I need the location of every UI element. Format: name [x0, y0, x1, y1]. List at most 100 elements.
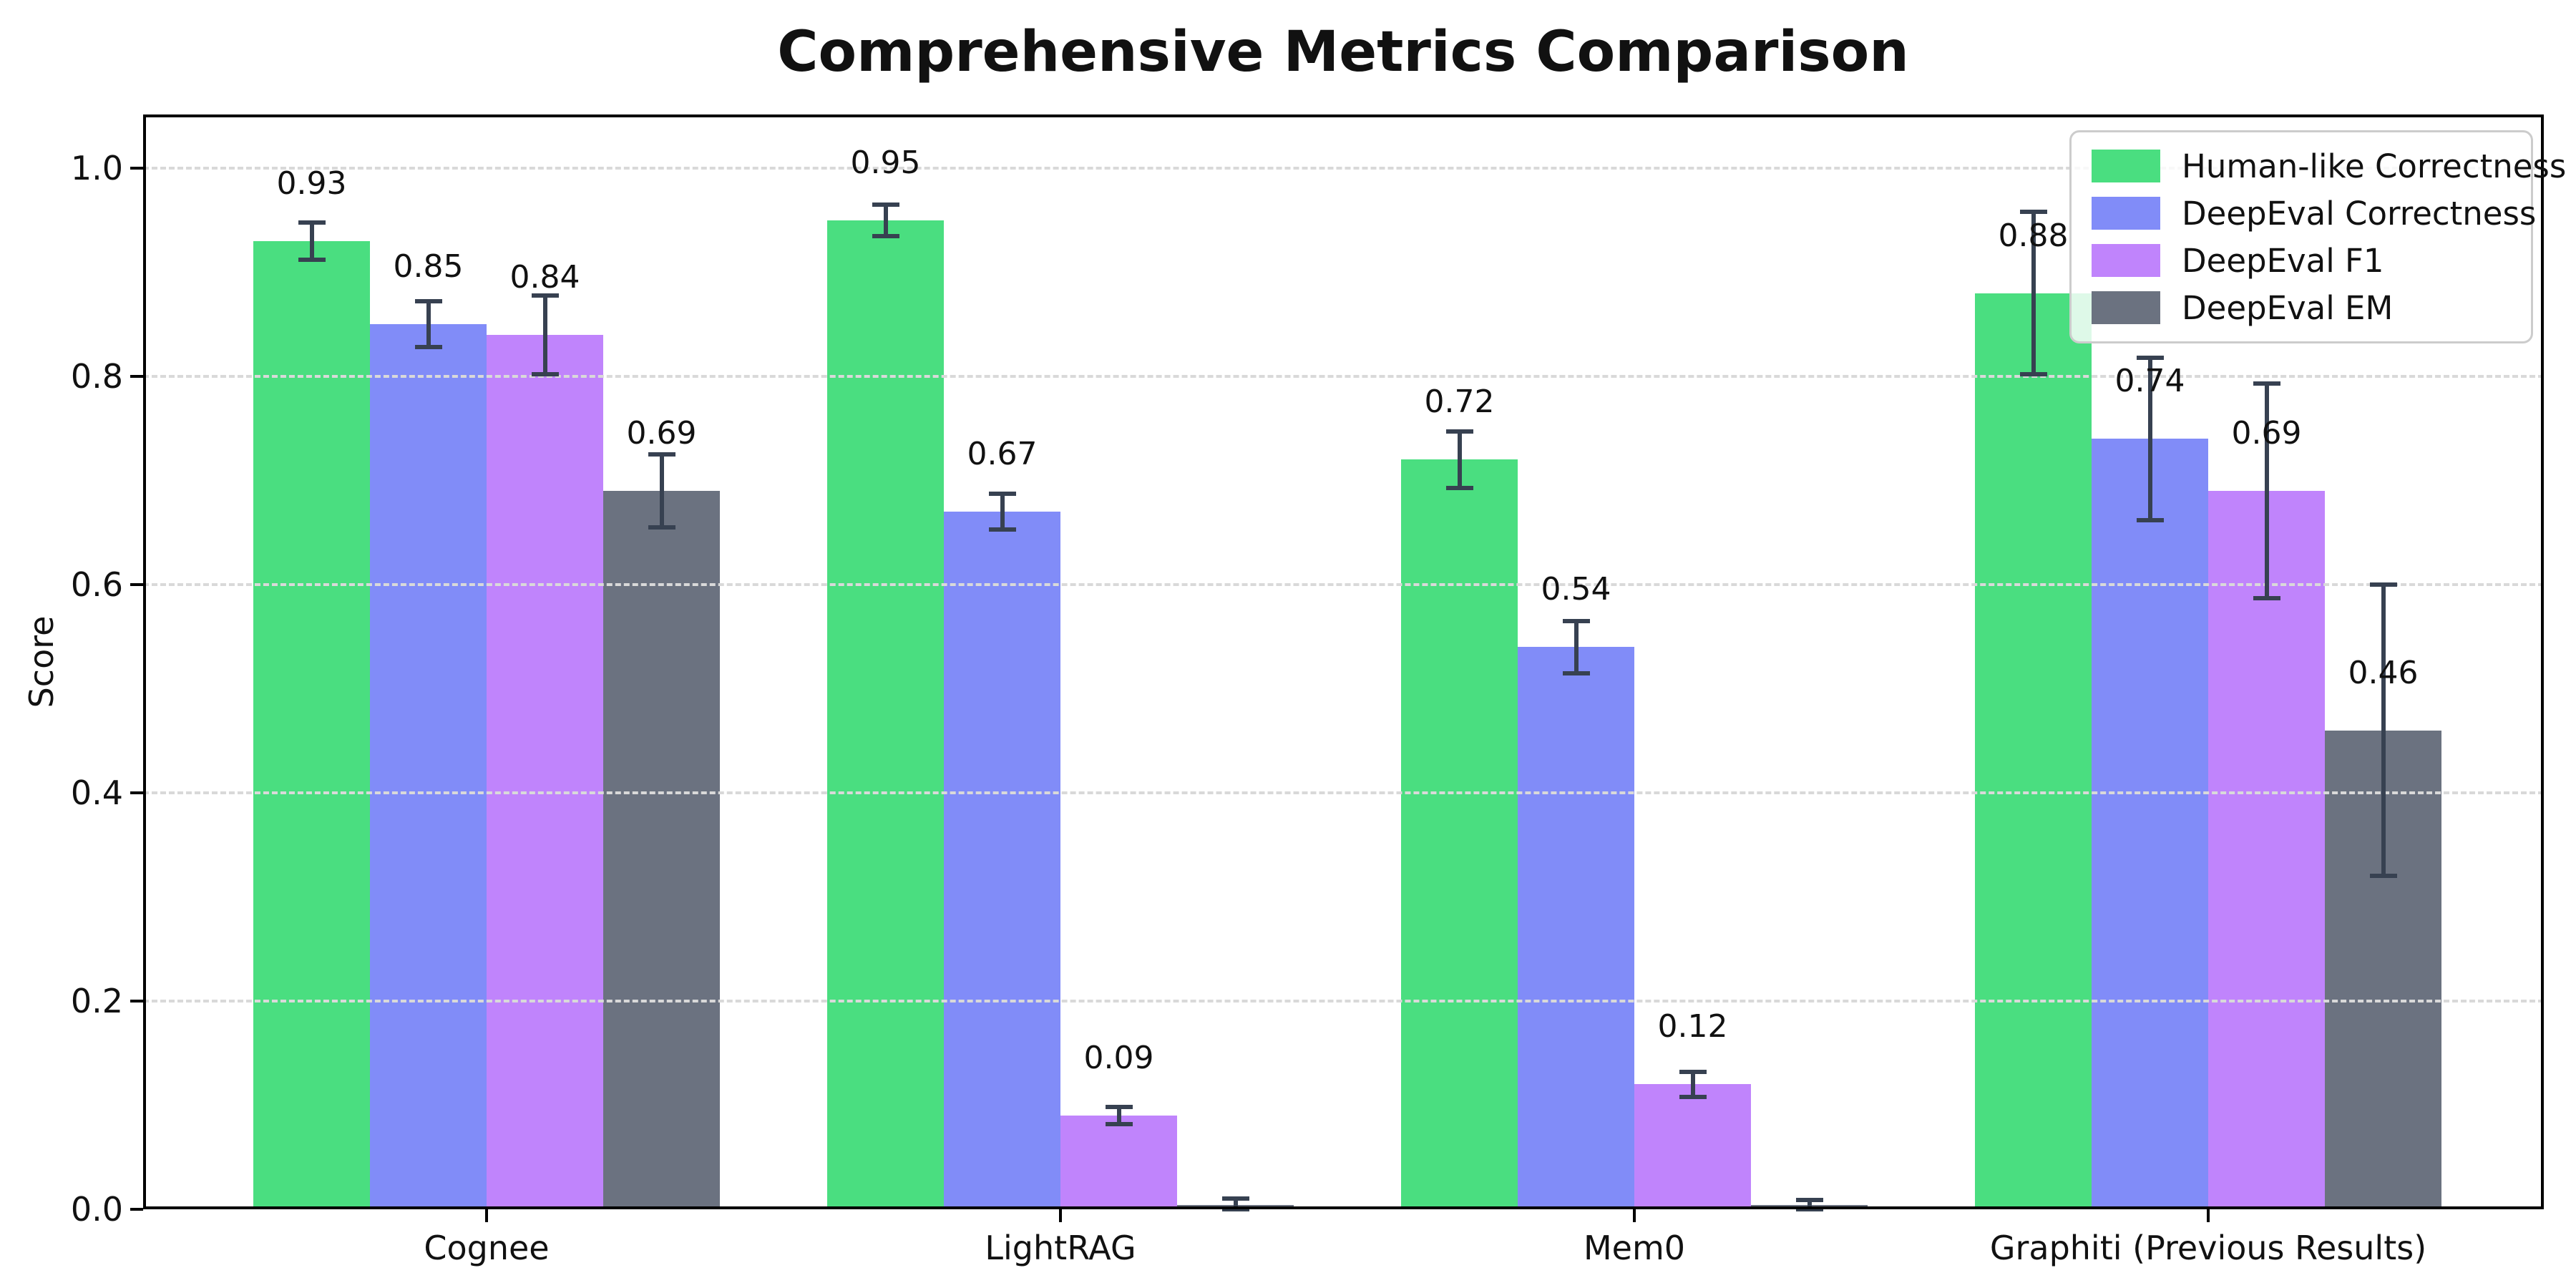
error-bar [2031, 212, 2036, 375]
bar [827, 220, 944, 1209]
bar [253, 241, 370, 1209]
gridline [143, 1000, 2544, 1002]
error-bar-cap-top [1221, 1196, 1249, 1201]
legend-swatch [2092, 197, 2160, 230]
error-bar-cap-bottom [1562, 670, 1590, 675]
bar [2208, 491, 2325, 1209]
bar [370, 324, 487, 1209]
legend: Human-like Correctness DeepEval Correctne… [2069, 130, 2566, 343]
y-tick-mark [130, 1208, 143, 1211]
x-tick-mark [2207, 1209, 2210, 1222]
error-bar-cap-top [648, 452, 675, 457]
legend-swatch [2092, 244, 2160, 277]
bar-value-label: 0.95 [850, 144, 921, 181]
legend-item: DeepEval Correctness [2092, 195, 2536, 233]
error-bar-cap-top [1105, 1105, 1133, 1110]
error-bar-cap-bottom [2369, 874, 2397, 879]
y-tick-label: 0.4 [70, 774, 123, 812]
legend-label: Human-like Correctness [2182, 147, 2567, 185]
bar-value-label: 0.88 [1998, 217, 2069, 254]
legend-label: DeepEval Correctness [2182, 194, 2537, 233]
error-bar-cap-top [298, 220, 326, 225]
gridline [143, 791, 2544, 794]
bar-value-label: 0.72 [1424, 384, 1495, 421]
error-bar [309, 222, 314, 260]
bar [1518, 647, 1634, 1209]
error-bar-cap-top [872, 202, 899, 207]
error-bar-cap-top [2369, 582, 2397, 587]
bar-value-label: 0.69 [2231, 415, 2302, 452]
error-bar-cap-top [2019, 210, 2047, 215]
gridline [143, 583, 2544, 586]
bar [1401, 459, 1518, 1209]
bar-value-label: 0.09 [1083, 1040, 1154, 1077]
error-bar [1000, 494, 1005, 530]
gridline [143, 167, 2544, 170]
y-tick-label: 0.0 [70, 1190, 123, 1229]
bar-value-label: 0.54 [1541, 571, 1611, 608]
error-bar-cap-bottom [872, 233, 899, 238]
error-bar-cap-bottom [1679, 1094, 1707, 1099]
y-axis-label: Score [22, 615, 61, 708]
error-bar [1233, 1199, 1238, 1209]
gridline [143, 375, 2544, 378]
chart-title: Comprehensive Metrics Comparison [777, 20, 1909, 84]
legend-label: DeepEval EM [2182, 288, 2394, 327]
x-tick-mark [1633, 1209, 1636, 1222]
legend-item: DeepEval F1 [2092, 241, 2511, 280]
error-bar [1574, 620, 1579, 673]
y-tick-label: 1.0 [70, 149, 123, 187]
x-tick-label: Mem0 [1583, 1229, 1686, 1267]
error-bar [1690, 1071, 1695, 1097]
error-bar-cap-bottom [648, 525, 675, 530]
bar [1634, 1084, 1751, 1209]
bar-value-label: 0.46 [2348, 654, 2419, 691]
error-bar-cap-top [2136, 355, 2164, 360]
bar [1060, 1116, 1177, 1209]
y-tick-mark [130, 167, 143, 170]
x-tick-mark [485, 1209, 488, 1222]
legend-swatch [2092, 150, 2160, 182]
error-bar-cap-bottom [1221, 1207, 1249, 1211]
bar-value-label: 0.93 [276, 165, 347, 202]
bar-value-label: 0.12 [1657, 1008, 1728, 1045]
error-bar-cap-bottom [2019, 372, 2047, 377]
bar [2092, 439, 2208, 1209]
bar [1975, 293, 2092, 1209]
bar [487, 335, 603, 1209]
y-tick-mark [130, 791, 143, 794]
y-tick-mark [130, 1000, 143, 1002]
error-bar-cap-bottom [298, 258, 326, 263]
error-bar-cap-bottom [414, 345, 442, 350]
bar-value-label: 0.74 [2114, 363, 2185, 400]
error-bar-cap-bottom [1795, 1207, 1823, 1211]
x-tick-label: Graphiti (Previous Results) [1989, 1229, 2427, 1267]
error-bar [883, 204, 888, 236]
error-bar-cap-bottom [2136, 517, 2164, 522]
y-tick-label: 0.2 [70, 982, 123, 1020]
y-tick-mark [130, 375, 143, 378]
error-bar-cap-bottom [2253, 595, 2280, 600]
y-tick-mark [130, 583, 143, 586]
error-bar-cap-bottom [988, 527, 1016, 532]
x-tick-label: LightRAG [985, 1229, 1136, 1267]
bar-value-label: 0.84 [509, 258, 580, 296]
y-tick-label: 0.8 [70, 357, 123, 396]
error-bar [2147, 357, 2152, 520]
error-bar-cap-top [2253, 381, 2280, 386]
error-bar-cap-top [531, 293, 559, 298]
error-bar [542, 295, 547, 375]
x-tick-mark [1059, 1209, 1062, 1222]
error-bar-cap-top [1562, 618, 1590, 623]
bar-value-label: 0.67 [967, 436, 1038, 473]
bar [603, 491, 720, 1209]
error-bar [426, 301, 431, 348]
y-tick-label: 0.6 [70, 565, 123, 604]
error-bar [2381, 585, 2386, 877]
legend-item: Human-like Correctness [2092, 147, 2566, 185]
error-bar-cap-bottom [531, 372, 559, 377]
legend-swatch [2092, 291, 2160, 324]
legend-label: DeepEval F1 [2182, 241, 2384, 280]
error-bar-cap-top [1445, 429, 1473, 434]
error-bar-cap-bottom [1445, 485, 1473, 490]
